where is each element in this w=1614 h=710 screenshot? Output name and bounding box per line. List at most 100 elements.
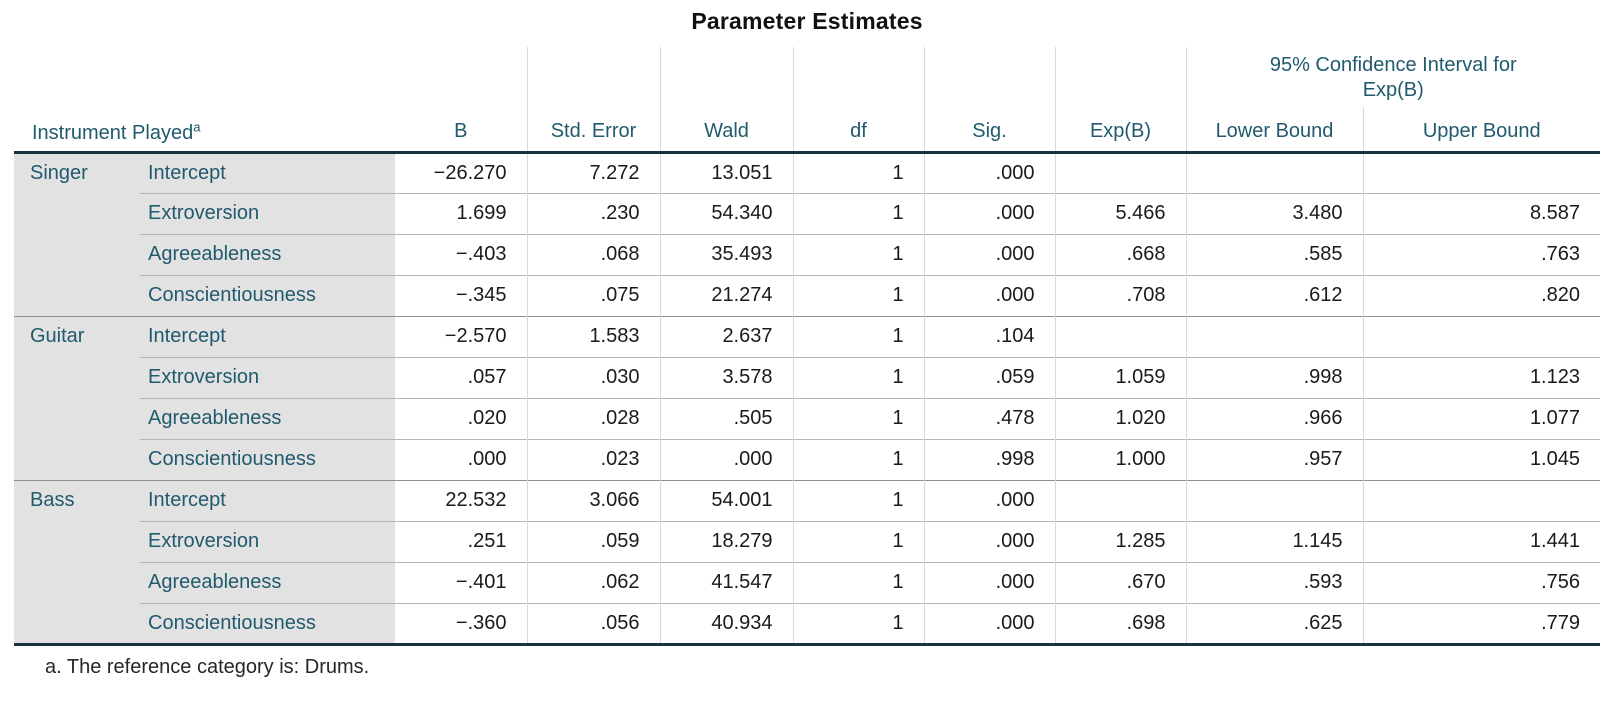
instrument-label: Guitar [14, 315, 140, 480]
predictor-label: Conscientiousness [140, 274, 395, 316]
value-cell: 40.934 [659, 602, 793, 644]
value-cell: .000 [395, 438, 527, 480]
predictor-label: Extroversion [140, 356, 395, 398]
column-header-df: df [792, 47, 924, 154]
predictor-label: Intercept [140, 315, 395, 357]
value-cell: .230 [526, 192, 660, 234]
value-cell: 3.066 [526, 479, 660, 521]
value-cell: 1 [792, 479, 924, 521]
predictor-label: Conscientiousness [140, 602, 395, 644]
value-cell: .000 [923, 274, 1055, 316]
value-cell: .030 [526, 356, 660, 398]
value-cell: .000 [923, 479, 1055, 521]
value-cell: 1.285 [1054, 520, 1186, 562]
value-cell [1362, 479, 1600, 521]
value-cell: .251 [395, 520, 527, 562]
value-cell: −.401 [395, 561, 527, 603]
value-cell: 1 [792, 520, 924, 562]
value-cell: 1.145 [1185, 520, 1363, 562]
value-cell: 13.051 [659, 151, 793, 193]
value-cell: .478 [923, 397, 1055, 439]
value-cell: .505 [659, 397, 793, 439]
value-cell: .000 [923, 151, 1055, 193]
value-cell: .000 [923, 233, 1055, 275]
value-cell: .062 [526, 561, 660, 603]
column-header-upper-bound: Upper Bound [1362, 107, 1600, 154]
value-cell: .000 [923, 561, 1055, 603]
value-cell: 1 [792, 151, 924, 193]
value-cell [1054, 315, 1186, 357]
value-cell: 54.340 [659, 192, 793, 234]
header-row-top: Instrument Playeda B Std. Error Wald df … [14, 47, 1600, 154]
value-cell: .023 [526, 438, 660, 480]
value-cell: .020 [395, 397, 527, 439]
ci-group-header-line2: Exp(B) [1362, 79, 1424, 101]
predictor-label: Intercept [140, 151, 395, 193]
value-cell: .998 [1185, 356, 1363, 398]
value-cell: .668 [1054, 233, 1186, 275]
value-cell [1185, 479, 1363, 521]
value-cell: .059 [923, 356, 1055, 398]
value-cell: 1 [792, 315, 924, 357]
value-cell: 1.123 [1362, 356, 1600, 398]
value-cell: .028 [526, 397, 660, 439]
value-cell: 5.466 [1054, 192, 1186, 234]
value-cell: 1.045 [1362, 438, 1600, 480]
value-cell: .779 [1362, 602, 1600, 644]
value-cell [1185, 315, 1363, 357]
value-cell: 35.493 [659, 233, 793, 275]
table-row: Guitar Intercept −2.570 1.583 2.637 1.104 [14, 315, 1600, 480]
value-cell [1362, 151, 1600, 193]
value-cell: −.360 [395, 602, 527, 644]
value-cell [1362, 315, 1600, 357]
value-cell: 18.279 [659, 520, 793, 562]
table-row: Agreeableness −.403.068 35.493 1.000.668.58… [14, 233, 1600, 275]
value-cell: .057 [395, 356, 527, 398]
table-row: Agreeableness .020.028.505 1.478 1.020.966 1… [14, 397, 1600, 439]
instrument-label: Singer [14, 151, 140, 316]
value-cell: .820 [1362, 274, 1600, 316]
column-header-sig: Sig. [923, 47, 1055, 154]
value-cell: .068 [526, 233, 660, 275]
value-cell: .998 [923, 438, 1055, 480]
value-cell [1054, 479, 1186, 521]
value-cell: .000 [659, 438, 793, 480]
value-cell: .698 [1054, 602, 1186, 644]
value-cell: −.345 [395, 274, 527, 316]
value-cell: −2.570 [395, 315, 527, 357]
table-title: Parameter Estimates [691, 8, 923, 34]
value-cell: 1.059 [1054, 356, 1186, 398]
column-header-b: B [395, 47, 527, 154]
value-cell: 3.578 [659, 356, 793, 398]
value-cell: 21.274 [659, 274, 793, 316]
value-cell: 1.020 [1054, 397, 1186, 439]
table-footnote: a. The reference category is: Drums. [45, 655, 370, 678]
table-row: Bass Intercept 22.532 3.066 54.001 1.000 [14, 479, 1600, 644]
value-cell: .957 [1185, 438, 1363, 480]
header-row-ci: Lower Bound Upper Bound [14, 107, 1600, 154]
value-cell: 1 [792, 274, 924, 316]
value-cell: 1 [792, 561, 924, 603]
footnote-marker: a [193, 118, 201, 134]
row-dimension-label: Instrument Played [32, 121, 194, 144]
parameter-estimates-table: Instrument Playeda B Std. Error Wald df … [14, 47, 1600, 646]
column-header-lower-bound: Lower Bound [1185, 107, 1363, 154]
predictor-label: Conscientiousness [140, 438, 395, 480]
value-cell: 54.001 [659, 479, 793, 521]
column-header-exp-b: Exp(B) [1054, 47, 1186, 154]
value-cell: 1 [792, 602, 924, 644]
column-header-wald: Wald [659, 47, 793, 154]
value-cell: 41.547 [659, 561, 793, 603]
value-cell [1185, 151, 1363, 193]
table-row: Extroversion .057.030 3.578 1.059 1.059.998 1… [14, 356, 1600, 398]
value-cell: 1 [792, 397, 924, 439]
predictor-label: Agreeableness [140, 561, 395, 603]
value-cell: .612 [1185, 274, 1363, 316]
value-cell: .708 [1054, 274, 1186, 316]
value-cell: .000 [923, 192, 1055, 234]
value-cell: 1 [792, 233, 924, 275]
value-cell: 1.441 [1362, 520, 1600, 562]
value-cell: 1.583 [526, 315, 660, 357]
value-cell: .593 [1185, 561, 1363, 603]
